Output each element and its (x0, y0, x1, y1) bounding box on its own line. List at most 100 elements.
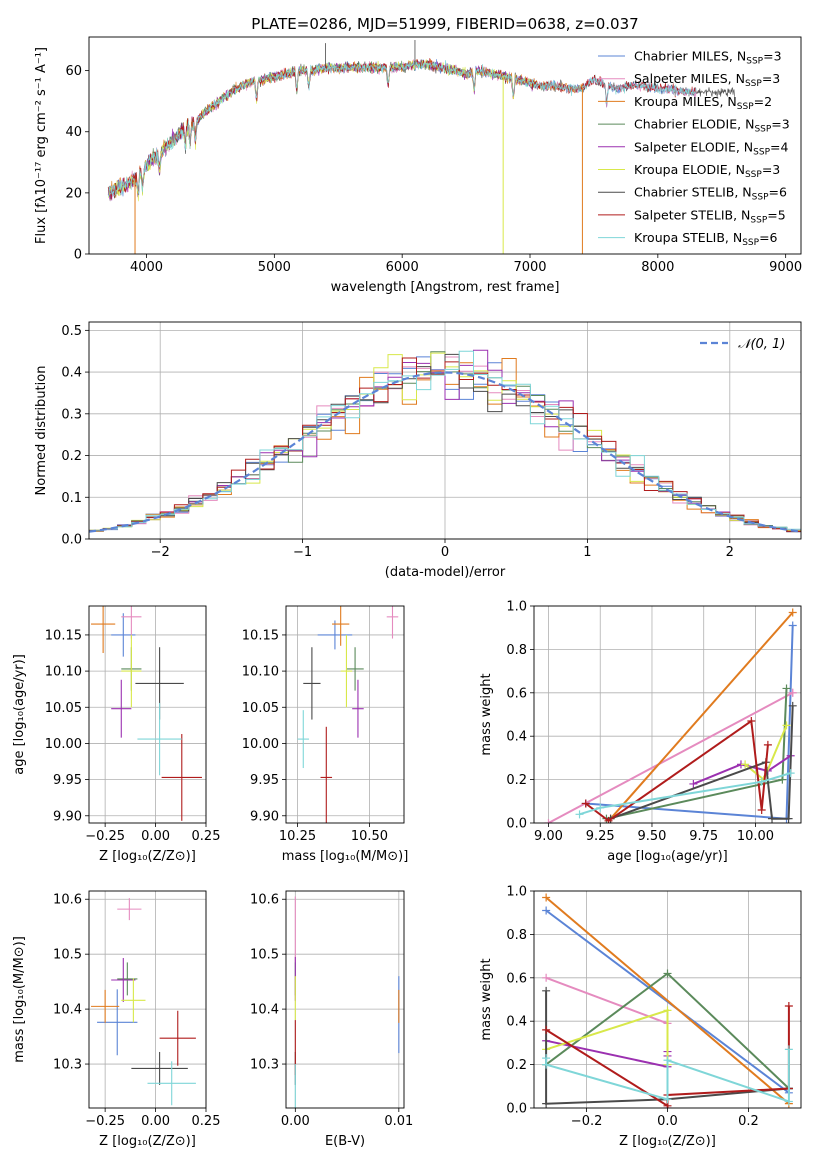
x-tick-label: −0.25 (85, 1114, 125, 1129)
legend-label: Chabrier ELODIE, NSSP=3 (634, 117, 790, 135)
panel-mass_vs_EBV: 0.00 0.01 10.3 10.4 10.5 10.6 E(B-V) (250, 890, 413, 1149)
weight-marker (542, 1025, 551, 1034)
errorbar-salpeter-elodie (111, 958, 136, 1002)
x-axis-label: Z [log₁₀(Z/Z⊙)] (99, 849, 196, 864)
weight-line (545, 990, 789, 1105)
plot-area (294, 896, 400, 1108)
y-tick-label: 40 (65, 125, 82, 140)
errorbar-salpeter-miles (386, 606, 399, 639)
errorbar-chabrier-miles (97, 989, 138, 1056)
x-tick-label: 6000 (386, 260, 419, 275)
axes-frame (88, 36, 802, 255)
weight-marker (663, 1056, 672, 1065)
legend-label: Chabrier MILES, NSSP=3 (634, 49, 782, 67)
x-tick-label: 9.75 (689, 829, 718, 844)
plot-area (544, 608, 797, 823)
x-tick-label: 4000 (130, 260, 163, 275)
grid-lines (89, 891, 207, 1108)
x-tick-label: 0.01 (384, 1114, 413, 1129)
weight-line (609, 611, 794, 820)
weight-marker (596, 803, 605, 812)
y-axis-label: mass weight (479, 673, 494, 755)
y-tick-label: 0.0 (506, 1102, 527, 1117)
weight-marker (784, 814, 793, 823)
errorbar-kroupa-miles (91, 606, 116, 654)
legend: Chabrier MILES, NSSP=3 Salpeter MILES, NS… (598, 49, 790, 248)
weight-marker (663, 969, 672, 978)
y-tick-label: 0.2 (61, 449, 82, 464)
plot-area (297, 606, 399, 823)
y-axis-label: mass weight (479, 958, 494, 1040)
axes-decoration: 0.00 0.01 10.3 10.4 10.5 10.6 E(B-V) (250, 890, 413, 1149)
x-tick-label: 0.0 (657, 1114, 678, 1129)
weight-marker (663, 1095, 672, 1104)
weight-marker (542, 906, 551, 915)
x-tick-label: 0.25 (192, 829, 221, 844)
y-tick-label: 0.0 (61, 533, 82, 548)
weight-marker (788, 701, 797, 710)
y-tick-label: 0.8 (506, 643, 527, 658)
errorbar-chabrier-elodie (117, 962, 138, 996)
legend-label: Kroupa MILES, NSSP=2 (634, 94, 772, 112)
plot-area (91, 606, 202, 821)
y-tick-label: 10.00 (45, 737, 82, 752)
axes-decoration: 9.00 9.25 9.50 9.75 10.00 0.0 0.2 0.4 0.6 0.8 1.0 a… (479, 600, 802, 864)
errorbar-salpeter-elodie (352, 679, 364, 738)
legend: 𝒩(0, 1) (700, 337, 785, 352)
x-tick-label: 9000 (769, 260, 802, 275)
weight-marker (542, 1060, 551, 1069)
y-axis-label: Normed distribution (34, 366, 49, 496)
y-tick-label: 10.10 (45, 665, 82, 680)
y-tick-label: 10.05 (242, 701, 279, 716)
weight-marker (747, 717, 756, 726)
weight-series-kroupa-elodie (542, 1006, 672, 1069)
chart-title: PLATE=0286, MJD=51999, FIBERID=0638, z=0… (251, 15, 638, 33)
weight-series-salpeter-miles (544, 688, 797, 823)
errorbar-salpeter-stelib (159, 1010, 196, 1066)
x-tick-label: 10.25 (279, 829, 316, 844)
y-tick-label: 10.00 (242, 737, 279, 752)
y-tick-label: 10.6 (53, 893, 82, 908)
x-axis-label: (data-model)/error (385, 565, 506, 580)
panel-weight_vs_age: 9.00 9.25 9.50 9.75 10.00 0.0 0.2 0.4 0.6 0.8 1.0 a… (479, 600, 802, 864)
weight-line (693, 754, 792, 785)
weight-marker (689, 779, 698, 788)
x-axis-label: age [log₁₀(age/yr)] (607, 849, 728, 864)
weight-series-kroupa-stelib (542, 1045, 793, 1106)
y-tick-label: 0.1 (61, 491, 82, 506)
x-tick-label: 0.00 (141, 829, 170, 844)
y-tick-label: 10.5 (53, 948, 82, 963)
legend-label: Salpeter MILES, NSSP=3 (634, 71, 780, 89)
x-tick-label: 2 (726, 545, 734, 560)
x-axis-label: wavelength [Angstrom, rest frame] (331, 280, 560, 295)
weight-series-kroupa-stelib (575, 769, 795, 819)
y-tick-label: 0.8 (506, 928, 527, 943)
axes-decoration: −2 −1 0 1 2 0.0 0.1 0.2 0.3 0.4 0.5 (data-model)/er… (34, 321, 802, 580)
y-tick-label: 10.4 (53, 1003, 82, 1018)
weight-marker (581, 799, 590, 808)
x-tick-label: −0.25 (85, 829, 125, 844)
x-tick-label: −1 (293, 545, 312, 560)
errorbar-salpeter-stelib (161, 734, 202, 821)
errorbar-kroupa-miles (332, 606, 350, 646)
weight-marker (778, 775, 787, 784)
weight-marker (768, 814, 777, 823)
x-tick-label: 9.25 (586, 829, 615, 844)
weight-series-salpeter-miles (542, 973, 672, 1108)
weight-marker (788, 688, 797, 697)
errorbar-chabrier-stelib (131, 1051, 188, 1085)
x-tick-label: 8000 (641, 260, 674, 275)
weight-marker (544, 819, 553, 823)
y-tick-label: 1.0 (506, 600, 527, 615)
y-tick-label: 0.6 (506, 971, 527, 986)
weight-marker (786, 769, 795, 778)
errorbar-kroupa-stelib (297, 710, 310, 769)
grid-lines (286, 891, 404, 1108)
errorbar-salpeter-miles (121, 606, 142, 639)
y-tick-label: 0.2 (506, 773, 527, 788)
axes-decoration: 4000 5000 6000 7000 8000 9000 0 20 40 60 wavelengt… (34, 15, 802, 295)
errorbar-salpeter-stelib (320, 726, 333, 823)
y-tick-label: 10.6 (250, 893, 279, 908)
plot-area (107, 40, 735, 254)
errorbar-salpeter-elodie (111, 679, 132, 738)
